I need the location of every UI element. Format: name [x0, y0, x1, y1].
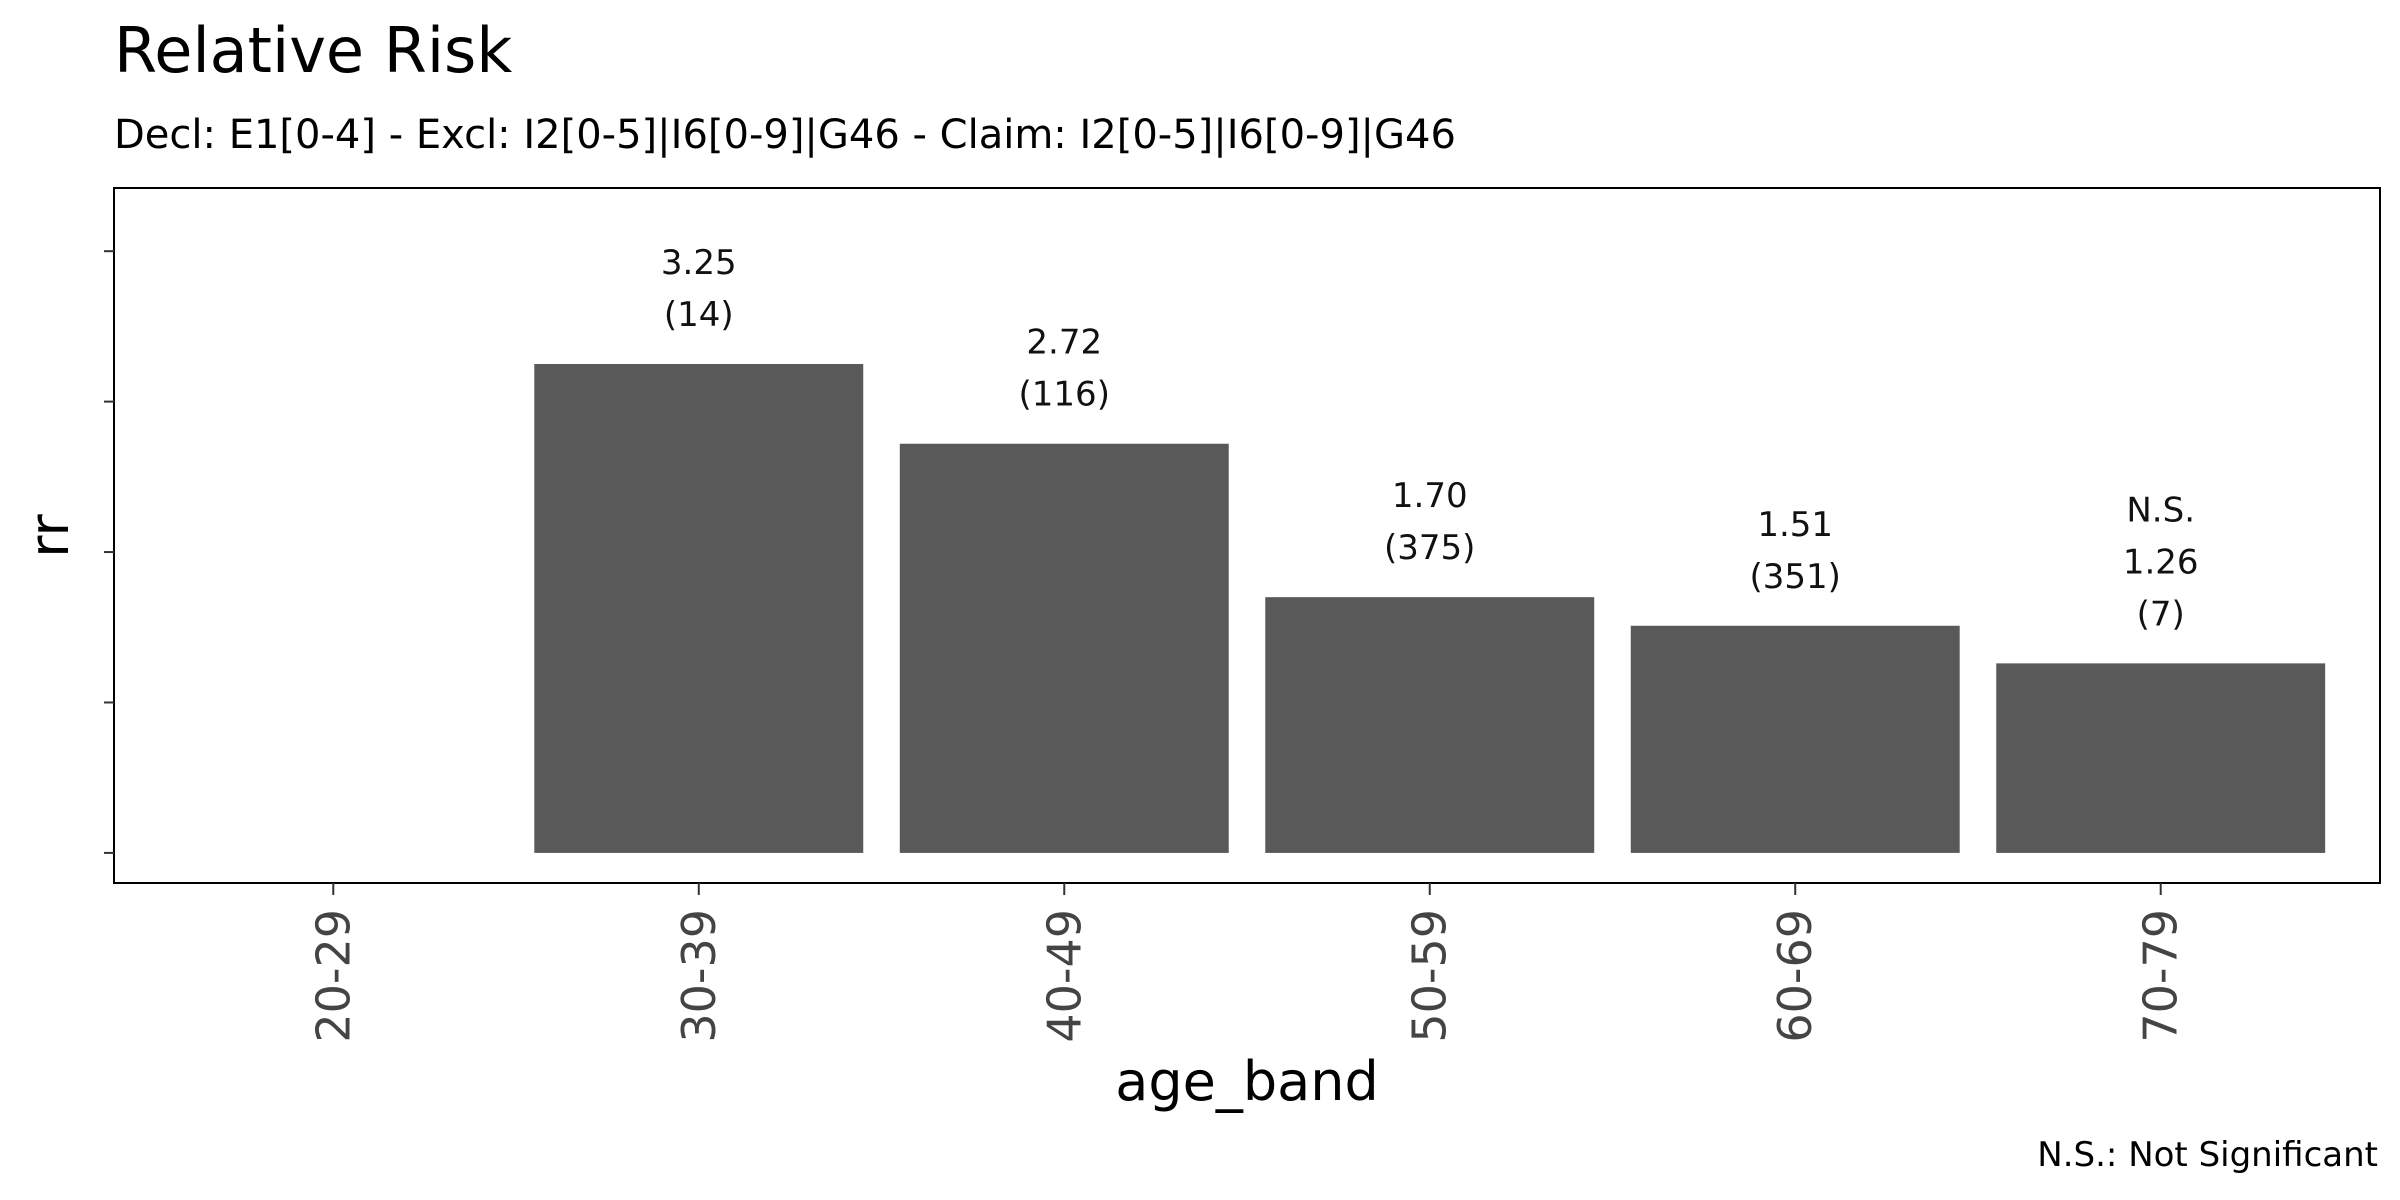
bar-label-count-70-79: (7) [2137, 594, 2185, 634]
bar-30-39 [534, 364, 864, 853]
bar-labels-group: 3.25 (14) 2.72 (116) 1.70 (375) 1.51 (351) N.S. 1… [661, 243, 2199, 634]
x-tick-label-60-69: 60-69 [1768, 909, 1822, 1043]
bar-label-count-60-69: (351) [1750, 557, 1841, 597]
bar-label-value-70-79: 1.26 [2123, 542, 2199, 582]
bar-70-79 [1996, 663, 2326, 853]
chart-title: Relative Risk [114, 14, 512, 87]
x-tick-label-20-29: 20-29 [306, 909, 360, 1043]
bar-label-count-30-39: (14) [664, 295, 734, 335]
bar-label-value-50-59: 1.70 [1392, 476, 1468, 516]
x-tick-label-70-79: 70-79 [2134, 909, 2188, 1043]
bar-50-59 [1265, 597, 1595, 853]
bar-label-significance-70-79: N.S. [2126, 490, 2195, 530]
bar-label-value-40-49: 2.72 [1026, 323, 1102, 363]
y-axis-ticks [104, 250, 114, 854]
chart-caption: N.S.: Not Significant [2037, 1135, 2378, 1175]
bar-60-69 [1630, 625, 1960, 853]
bar-label-value-60-69: 1.51 [1757, 505, 1833, 545]
x-axis-ticks: 20-29 30-39 40-49 50-59 60-69 70-79 [306, 883, 2188, 1043]
y-axis-title: rr [18, 513, 81, 557]
x-tick-label-40-49: 40-49 [1037, 909, 1091, 1043]
bar-label-value-30-39: 3.25 [661, 243, 737, 283]
x-tick-label-50-59: 50-59 [1403, 909, 1457, 1043]
plot-panel [113, 187, 2381, 884]
x-tick-label-30-39: 30-39 [672, 909, 726, 1043]
x-axis-title: age_band [1115, 1050, 1378, 1113]
bar-label-count-40-49: (116) [1019, 375, 1110, 415]
chart-subtitle: Decl: E1[0-4] - Excl: I2[0-5]|I6[0-9]|G4… [114, 112, 1456, 158]
bars-group [534, 364, 2326, 853]
bar-label-count-50-59: (375) [1384, 528, 1475, 568]
bar-40-49 [899, 443, 1229, 853]
